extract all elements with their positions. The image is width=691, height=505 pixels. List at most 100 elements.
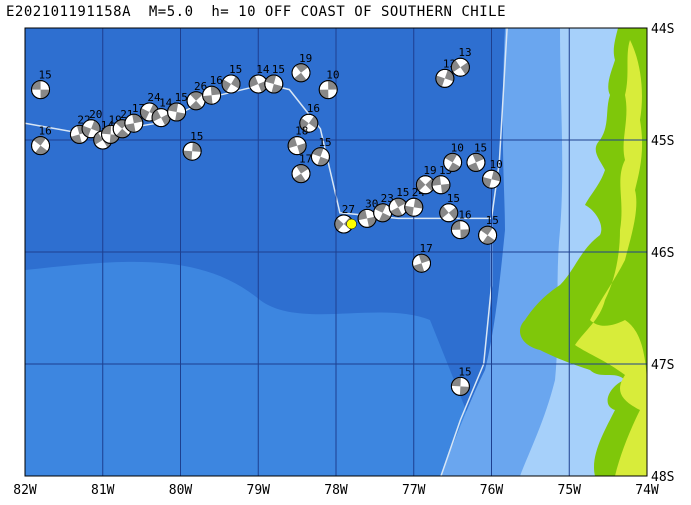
beachball-outline — [450, 376, 470, 396]
focal-mechanism[interactable]: 10 — [318, 69, 339, 100]
focal-mechanism[interactable]: 16 — [299, 102, 320, 133]
beachball-outline — [291, 63, 311, 83]
beachball-outline — [182, 141, 202, 161]
compression-quadrant — [448, 162, 461, 172]
compression-quadrant — [491, 170, 501, 182]
depth-label: 15 — [229, 63, 242, 76]
depth-label: 20 — [89, 108, 102, 121]
focal-mechanism[interactable]: 16 — [31, 125, 52, 156]
compression-quadrant — [152, 109, 162, 122]
compression-quadrant — [482, 235, 495, 245]
compression-quadrant — [33, 136, 46, 146]
compression-quadrant — [358, 209, 368, 221]
beachball-outline — [478, 225, 498, 245]
focal-mechanism[interactable]: 15 — [167, 91, 188, 122]
beachball-outline — [202, 85, 222, 105]
map-frame — [24, 27, 648, 477]
beachball-outline — [450, 220, 470, 240]
trench-segment-north — [490, 27, 508, 219]
compression-quadrant — [334, 218, 344, 231]
compression-quadrant — [480, 226, 493, 236]
focal-mechanism[interactable]: 14 — [248, 63, 270, 94]
focal-mechanism[interactable]: 20 — [81, 108, 102, 139]
beachball-outline — [291, 164, 311, 184]
depth-label: 16 — [458, 209, 471, 222]
focal-mechanism[interactable]: 17 — [412, 242, 433, 273]
depth-label: 15 — [272, 63, 285, 76]
compression-quadrant — [175, 112, 186, 121]
focal-mechanism[interactable]: 15 — [264, 63, 285, 94]
event-star[interactable] — [346, 218, 357, 230]
beachball-outline — [404, 197, 424, 217]
beachball-outline — [318, 80, 338, 100]
compression-quadrant — [93, 132, 103, 145]
depth-label: 15 — [175, 91, 188, 104]
compression-quadrant — [393, 198, 407, 208]
depth-label: 27 — [342, 203, 355, 216]
longitude-label: 79W — [247, 483, 271, 498]
focal-mechanism[interactable]: 19 — [415, 164, 437, 195]
compression-quadrant — [40, 89, 50, 99]
compression-quadrant — [293, 72, 307, 82]
depth-label: 15 — [486, 214, 499, 227]
focal-mechanism[interactable]: 13 — [435, 57, 456, 88]
focal-mechanism[interactable]: 15 — [431, 164, 452, 195]
focal-mechanism[interactable]: 15 — [310, 136, 332, 167]
beachball-outline — [439, 203, 459, 223]
beachball-outline — [443, 152, 463, 172]
beachball-outline — [167, 102, 187, 122]
focal-mechanism[interactable]: 16 — [202, 74, 223, 105]
beachball-outline — [221, 74, 241, 94]
focal-mechanism[interactable]: 16 — [450, 209, 472, 240]
compression-quadrant — [451, 377, 461, 387]
compression-quadrant — [192, 142, 202, 152]
focal-mechanism[interactable]: 15 — [478, 214, 499, 245]
depth-label: 19 — [423, 164, 436, 177]
longitude-tick-labels: 82W 81W 80W 79W 78W 77W 76W 75W 74W — [13, 483, 659, 498]
focal-mechanism[interactable]: 15 — [439, 192, 460, 223]
depth-label: 18 — [295, 125, 308, 138]
compression-quadrant — [31, 80, 41, 90]
compression-quadrant — [116, 128, 129, 138]
depth-label: 16 — [307, 102, 320, 115]
latitude-tick-labels: 44S 45S 46S 47S 48S — [651, 22, 674, 485]
compression-quadrant — [367, 216, 377, 228]
focal-mechanism[interactable]: 13 — [450, 46, 472, 77]
compression-quadrant — [328, 80, 338, 90]
focal-mechanism[interactable]: 10 — [482, 158, 503, 189]
compression-quadrant — [35, 145, 48, 155]
depth-label: 15 — [190, 130, 203, 143]
longitude-label: 75W — [558, 483, 582, 498]
compression-quadrant — [440, 183, 450, 194]
longitude-label: 76W — [480, 483, 504, 498]
depth-label: 14 — [256, 63, 270, 76]
focal-mechanisms: 1516222014192117241415261615141519101618… — [31, 46, 503, 396]
focal-mechanism[interactable]: 15 — [221, 63, 242, 94]
compression-quadrant — [451, 59, 461, 73]
event-location — [346, 218, 357, 230]
beachball-outline — [431, 175, 451, 195]
focal-mechanism[interactable]: 15 — [31, 69, 52, 100]
focal-mechanism[interactable]: 10 — [443, 141, 464, 172]
focal-mechanism[interactable]: 17 — [291, 153, 312, 184]
beachball-outline — [450, 57, 470, 77]
longitude-label: 81W — [91, 483, 115, 498]
compression-quadrant — [390, 207, 403, 217]
beachball-outline — [81, 119, 101, 139]
focal-mechanism[interactable]: 15 — [450, 365, 472, 396]
focal-mechanism[interactable]: 15 — [182, 130, 203, 161]
compression-quadrant — [189, 91, 203, 101]
latitude-label: 48S — [651, 470, 674, 485]
focal-mechanism[interactable]: 19 — [291, 52, 312, 83]
latitude-label: 44S — [651, 22, 674, 37]
focal-mechanism[interactable]: 18 — [287, 125, 308, 156]
compression-quadrant — [296, 164, 309, 174]
compression-quadrant — [374, 203, 387, 213]
depth-label: 15 — [458, 365, 471, 378]
compression-quadrant — [202, 95, 213, 105]
beachball-outline — [264, 74, 284, 94]
compression-quadrant — [293, 173, 306, 183]
focal-mechanism[interactable]: 15 — [466, 141, 487, 172]
beachball-outline — [310, 147, 330, 167]
